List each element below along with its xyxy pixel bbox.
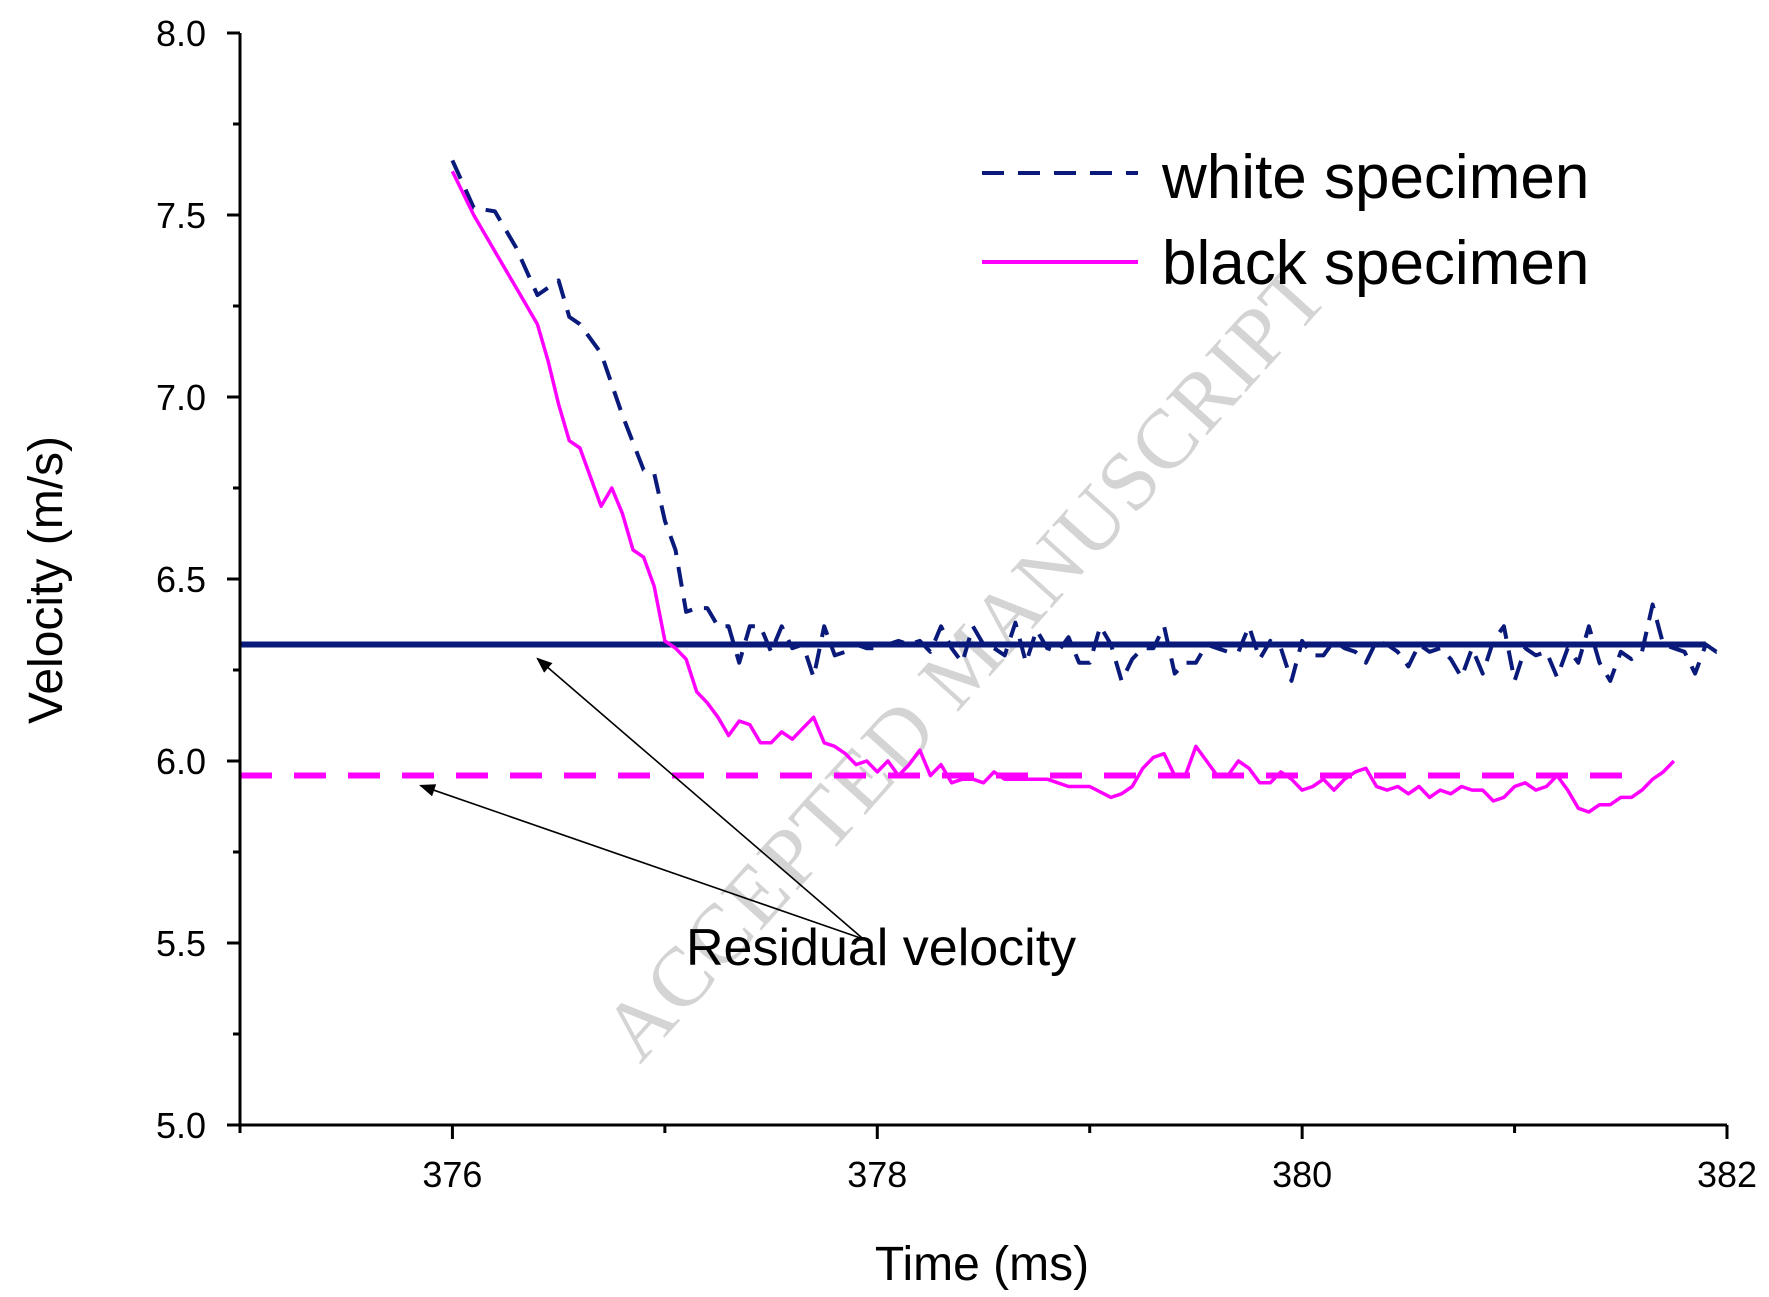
x-tick-label: 380: [1272, 1154, 1332, 1195]
series-layer: [450, 159, 1728, 814]
x-tick-label: 376: [422, 1154, 482, 1195]
residual-velocity-annotation: [419, 657, 864, 940]
x-axis-title: Time (ms): [875, 1238, 1089, 1291]
y-tick-label: 5.0: [156, 1105, 206, 1146]
y-tick-label: 8.0: [156, 13, 206, 54]
y-tick-label: 7.5: [156, 195, 206, 236]
legend-label-white-specimen: white specimen: [1161, 143, 1589, 212]
series-line-white-specimen: [450, 159, 1728, 683]
x-tick-label: 378: [847, 1154, 907, 1195]
residual-reference-lines: [240, 641, 1706, 779]
y-axis-ticks: 5.0 5.5 6.0 6.5 7.0 7.5 8.0: [156, 13, 240, 1146]
legend-label-black-specimen: black specimen: [1162, 229, 1589, 298]
x-tick-label: 382: [1697, 1154, 1757, 1195]
series-line-black-specimen: [450, 170, 1676, 814]
x-axis-ticks: 376 378 380 382: [238, 1125, 1757, 1195]
y-tick-label: 7.0: [156, 377, 206, 418]
y-tick-label: 6.5: [156, 559, 206, 600]
annotation-arrow: [419, 784, 864, 940]
annotation-label: Residual velocity: [686, 919, 1076, 977]
y-axis-title: Velocity (m/s): [20, 436, 73, 724]
y-tick-label: 6.0: [156, 741, 206, 782]
annotation-arrow: [536, 657, 864, 940]
legend: white specimen black specimen: [982, 143, 1589, 298]
y-tick-label: 5.5: [156, 923, 206, 964]
